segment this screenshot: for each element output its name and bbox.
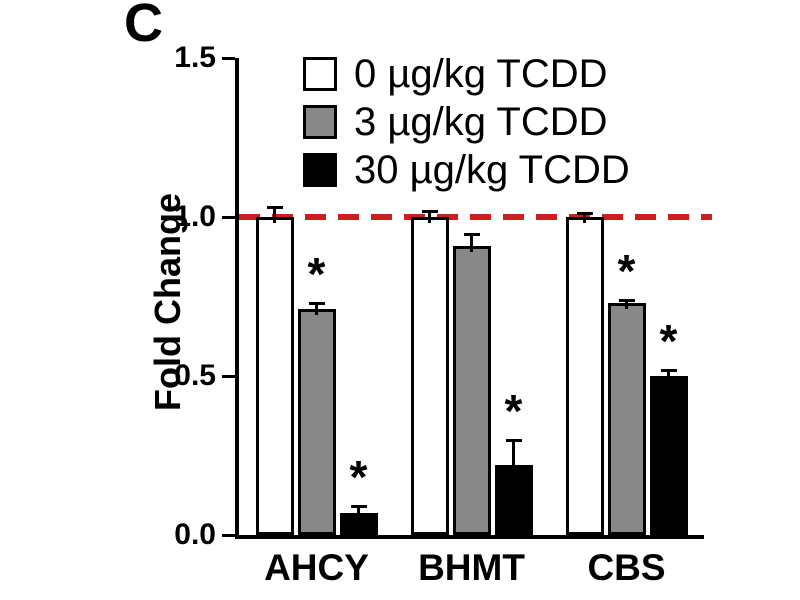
- error-bar-cap: [308, 301, 325, 305]
- error-bar-cap: [421, 209, 438, 213]
- legend-item: 0 µg/kg TCDD: [303, 50, 630, 97]
- legend-swatch: [303, 56, 337, 91]
- legend-item: 3 µg/kg TCDD: [303, 98, 630, 145]
- category-label: AHCY: [264, 547, 369, 588]
- bar-ahcy-0: [255, 217, 294, 535]
- reference-line: [239, 214, 712, 220]
- legend-swatch: [303, 104, 337, 139]
- bar-bhmt-0: [410, 217, 449, 535]
- category-label: BHMT: [418, 547, 525, 588]
- y-axis-tick: [222, 56, 235, 60]
- y-axis-tick: [222, 374, 235, 378]
- significance-asterisk: *: [504, 384, 523, 437]
- error-bar: [667, 369, 670, 382]
- plot-area: * * * * *: [222, 56, 712, 539]
- bar-bhmt-2: [494, 465, 533, 535]
- legend-swatch: [303, 152, 337, 187]
- significance-asterisk: *: [349, 451, 368, 504]
- legend-label: 0 µg/kg TCDD: [354, 51, 608, 96]
- error-bar: [470, 234, 473, 252]
- error-bar-cap: [505, 438, 522, 442]
- error-bar: [315, 302, 318, 316]
- y-axis-tick: [222, 533, 235, 537]
- significance-asterisk: *: [307, 247, 326, 300]
- error-bar: [583, 213, 586, 223]
- error-bar-cap: [350, 505, 367, 509]
- error-bar: [273, 207, 276, 223]
- y-axis-tick: [222, 215, 235, 219]
- error-bar-cap: [463, 233, 480, 237]
- legend-label: 3 µg/kg TCDD: [354, 99, 608, 144]
- error-bar-cap: [266, 206, 283, 210]
- legend-label: 30 µg/kg TCDD: [354, 147, 630, 192]
- error-bar-cap: [660, 368, 677, 372]
- y-axis-tick-label: 0.0: [174, 518, 216, 551]
- error-bar: [512, 439, 515, 472]
- error-bar: [357, 506, 360, 519]
- error-bar-cap: [618, 298, 635, 302]
- y-axis-tick-label: 1.0: [174, 200, 216, 233]
- error-bar: [625, 299, 628, 309]
- significance-asterisk: *: [659, 314, 678, 367]
- y-axis-tick-label: 1.5: [174, 41, 216, 74]
- legend: 0 µg/kg TCDD 3 µg/kg TCDD 30 µg/kg TCDD: [303, 50, 630, 194]
- y-axis-tick-label: 0.5: [174, 359, 216, 392]
- bar-cbs-1: [607, 302, 646, 535]
- bar-cbs-0: [565, 217, 604, 535]
- bar-bhmt-1: [452, 245, 491, 535]
- category-label: CBS: [587, 547, 666, 588]
- error-bar-cap: [576, 212, 593, 216]
- legend-item: 30 µg/kg TCDD: [303, 146, 630, 193]
- bar-cbs-2: [649, 376, 688, 535]
- significance-asterisk: *: [617, 244, 636, 297]
- error-bar: [428, 210, 431, 223]
- bar-ahcy-1: [297, 309, 336, 535]
- panel-label: C: [124, 0, 163, 53]
